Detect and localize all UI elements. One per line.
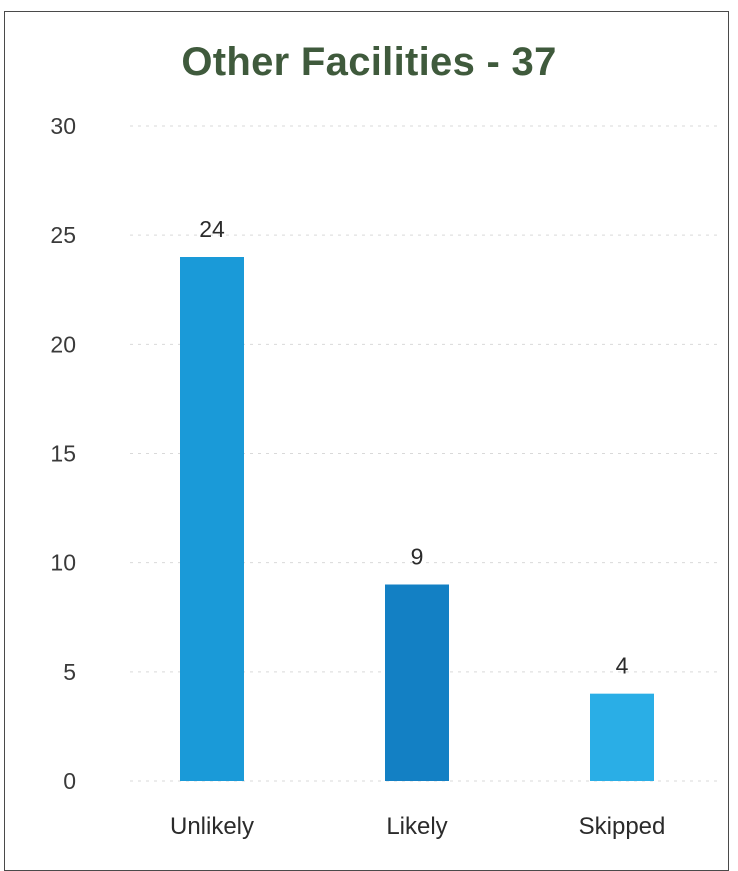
y-axis-ticks: 0 5 10 15 20 25 30	[50, 113, 76, 794]
x-category-label: Unlikely	[170, 813, 254, 840]
x-axis-categories: Unlikely Likely Skipped	[170, 813, 665, 840]
y-tick-label: 15	[50, 441, 76, 467]
data-label: 24	[199, 216, 225, 242]
y-tick-label: 10	[50, 550, 76, 576]
x-category-label: Likely	[386, 813, 447, 840]
x-category-label: Skipped	[579, 813, 666, 840]
data-labels: 24 9 4	[199, 216, 628, 679]
data-label: 4	[616, 653, 629, 679]
bar-skipped	[590, 693, 654, 781]
y-tick-label: 25	[50, 222, 76, 248]
y-tick-label: 20	[50, 331, 76, 357]
y-tick-label: 0	[63, 768, 76, 794]
chart-title: Other Facilities - 37	[181, 40, 557, 84]
y-tick-label: 5	[63, 659, 76, 685]
data-label: 9	[411, 544, 424, 570]
bars	[180, 257, 654, 781]
y-tick-label: 30	[50, 113, 76, 139]
bar-likely	[385, 584, 449, 781]
bar-unlikely	[180, 257, 244, 781]
